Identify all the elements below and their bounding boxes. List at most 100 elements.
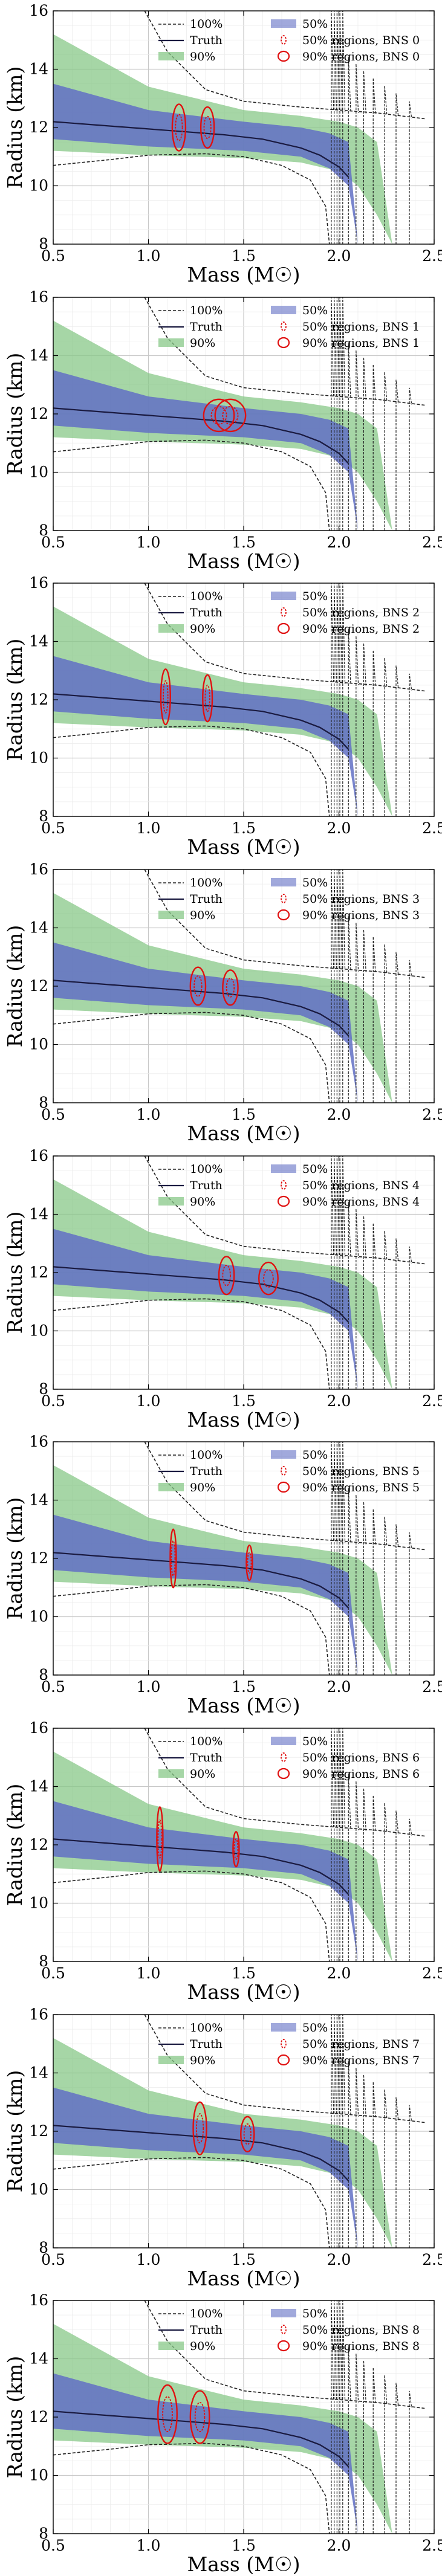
legend-swatch-50-regions [281, 894, 287, 903]
max-mass-dashed-line [339, 1442, 343, 1676]
plot-area [53, 2014, 434, 2248]
x-axis-label: Mass (M☉) [187, 1122, 301, 1145]
legend-label-truth: Truth [190, 34, 223, 47]
bns-50-region-0 [222, 1264, 231, 1286]
x-tick-label: 1.5 [232, 534, 256, 551]
max-mass-dashed-line [409, 1818, 412, 1961]
max-mass-dashed-line [372, 936, 376, 1103]
max-mass-dashed-line [372, 1795, 376, 1961]
y-axis-label: Radius (km) [3, 1211, 27, 1334]
max-mass-dashed-line [334, 1442, 337, 1676]
x-tick-label: 2.0 [327, 1678, 351, 1696]
max-mass-dashed-line [372, 650, 376, 817]
legend-swatch-90-regions [277, 2054, 290, 2065]
x-tick-label: 1.5 [232, 819, 256, 837]
legend-swatch-90 [158, 1769, 184, 1778]
x-tick-label: 2.0 [327, 1106, 351, 1123]
y-tick-label: 10 [29, 177, 48, 195]
bns-90-region-1 [258, 1261, 279, 1296]
max-mass-dashed-line [409, 1246, 412, 1389]
max-mass-dashed-line [409, 674, 412, 817]
legend-label-50-regions: 50% regions, BNS 5 [302, 1465, 420, 1478]
band-50-percent [53, 370, 358, 531]
legend-swatch-90 [158, 2342, 184, 2351]
max-mass-dashed-line [363, 929, 366, 1103]
y-tick-label: 10 [29, 1322, 48, 1339]
x-tick-label: 1.0 [137, 1106, 161, 1123]
x-tick-label: 0.5 [41, 247, 65, 265]
band-50-percent [53, 656, 358, 817]
bns-90-region-0 [169, 1528, 177, 1589]
bns-50-region-1 [226, 978, 235, 998]
y-tick-label: 8 [39, 521, 48, 539]
band-50-percent [53, 942, 358, 1103]
max-mass-dashed-line [363, 71, 366, 244]
y-axis-label: Radius (km) [3, 1784, 27, 1906]
mass-radius-panel-4: 0.5 1.0 1.5 2.0 2.5 8 10 12 14 16 Mass (M☉) Radius … [0, 1145, 442, 1432]
y-tick-label: 8 [39, 807, 48, 825]
x-tick-label: 0.5 [41, 534, 65, 551]
bns-50-region-0 [195, 2113, 204, 2143]
x-axis-label: Mass (M☉) [187, 263, 301, 286]
legend-label-90-regions: 90% regions, BNS 0 [302, 50, 420, 63]
x-tick-label: 1.0 [137, 1964, 161, 1982]
envelope-100-lower [53, 1584, 330, 1676]
max-mass-dashed-line [372, 2368, 376, 2534]
max-mass-dashed-line [384, 657, 388, 817]
y-tick-label: 14 [29, 2064, 48, 2081]
bns-90-region-1 [232, 1831, 240, 1868]
chart-svg: 0.5 1.0 1.5 2.0 2.5 8 10 12 14 16 Mass (M☉) Radius … [3, 2291, 442, 2576]
envelope-100-lower [53, 1012, 330, 1103]
y-tick-label: 16 [29, 1147, 48, 1164]
legend-label-90-regions: 90% regions, BNS 3 [302, 909, 420, 922]
legend-label-truth: Truth [190, 606, 223, 619]
bns-50-region-1 [194, 2402, 206, 2433]
legend-swatch-50 [271, 1164, 296, 1173]
x-tick-label: 2.5 [422, 534, 442, 551]
max-mass-dashed-line [363, 643, 366, 817]
plot-area [53, 1442, 434, 1676]
plot-area [53, 11, 434, 244]
legend-label-90-regions: 90% regions, BNS 5 [302, 1481, 420, 1494]
envelope-100-lower [53, 1298, 330, 1389]
legend-label-90: 90% [190, 1195, 215, 1209]
bns-90-region-1 [189, 2390, 210, 2444]
max-mass-dashed-line [348, 1201, 351, 1389]
legend-swatch-90 [158, 911, 184, 919]
plot-area [53, 870, 434, 1103]
max-mass-dashed-line [342, 2014, 346, 2248]
legend-label-50: 50% [302, 1735, 328, 1748]
legend-label-50-regions: 50% regions, BNS 0 [302, 34, 420, 47]
legend-label-90-regions: 90% regions, BNS 7 [302, 2054, 420, 2067]
max-mass-dashed-line [339, 11, 343, 244]
legend-label-100: 100% [190, 18, 223, 31]
y-tick-label: 16 [29, 1433, 48, 1450]
legend-label-truth: Truth [190, 2038, 223, 2051]
x-tick-label: 2.5 [422, 819, 442, 837]
legend-swatch-90-regions [277, 50, 290, 62]
x-tick-label: 2.5 [422, 2537, 442, 2554]
truth-curve [53, 1265, 349, 1323]
legend: 100% Truth 90% 50% 50% regions, BNS 7 90% reg… [158, 2021, 420, 2067]
y-tick-label: 12 [29, 691, 48, 708]
y-tick-label: 14 [29, 1778, 48, 1795]
legend: 100% Truth 90% 50% 50% regions, BNS 6 90% reg… [158, 1735, 420, 1781]
max-mass-dashed-line [342, 2300, 346, 2534]
x-axis-label: Mass (M☉) [187, 2267, 301, 2290]
bns-50-region-1 [204, 685, 210, 712]
mass-radius-panel-6: 0.5 1.0 1.5 2.0 2.5 8 10 12 14 16 Mass (M☉) Radius … [0, 1717, 442, 2004]
max-mass-dashed-line [331, 870, 334, 1103]
legend: 100% Truth 90% 50% 50% regions, BNS 2 90% reg… [158, 590, 420, 636]
max-mass-dashed-line [339, 1728, 343, 1961]
x-tick-label: 1.5 [232, 1392, 256, 1410]
bns-90-region-1 [222, 969, 239, 1006]
legend-label-100: 100% [190, 876, 223, 889]
y-tick-label: 8 [39, 1952, 48, 1970]
x-tick-label: 2.0 [327, 1964, 351, 1982]
legend-label-50-regions: 50% regions, BNS 6 [302, 1751, 420, 1764]
max-mass-dashed-line [342, 1155, 346, 1389]
legend-swatch-50 [271, 878, 296, 886]
legend-swatch-50 [271, 1737, 296, 1745]
max-mass-dashed-line [395, 2097, 399, 2248]
